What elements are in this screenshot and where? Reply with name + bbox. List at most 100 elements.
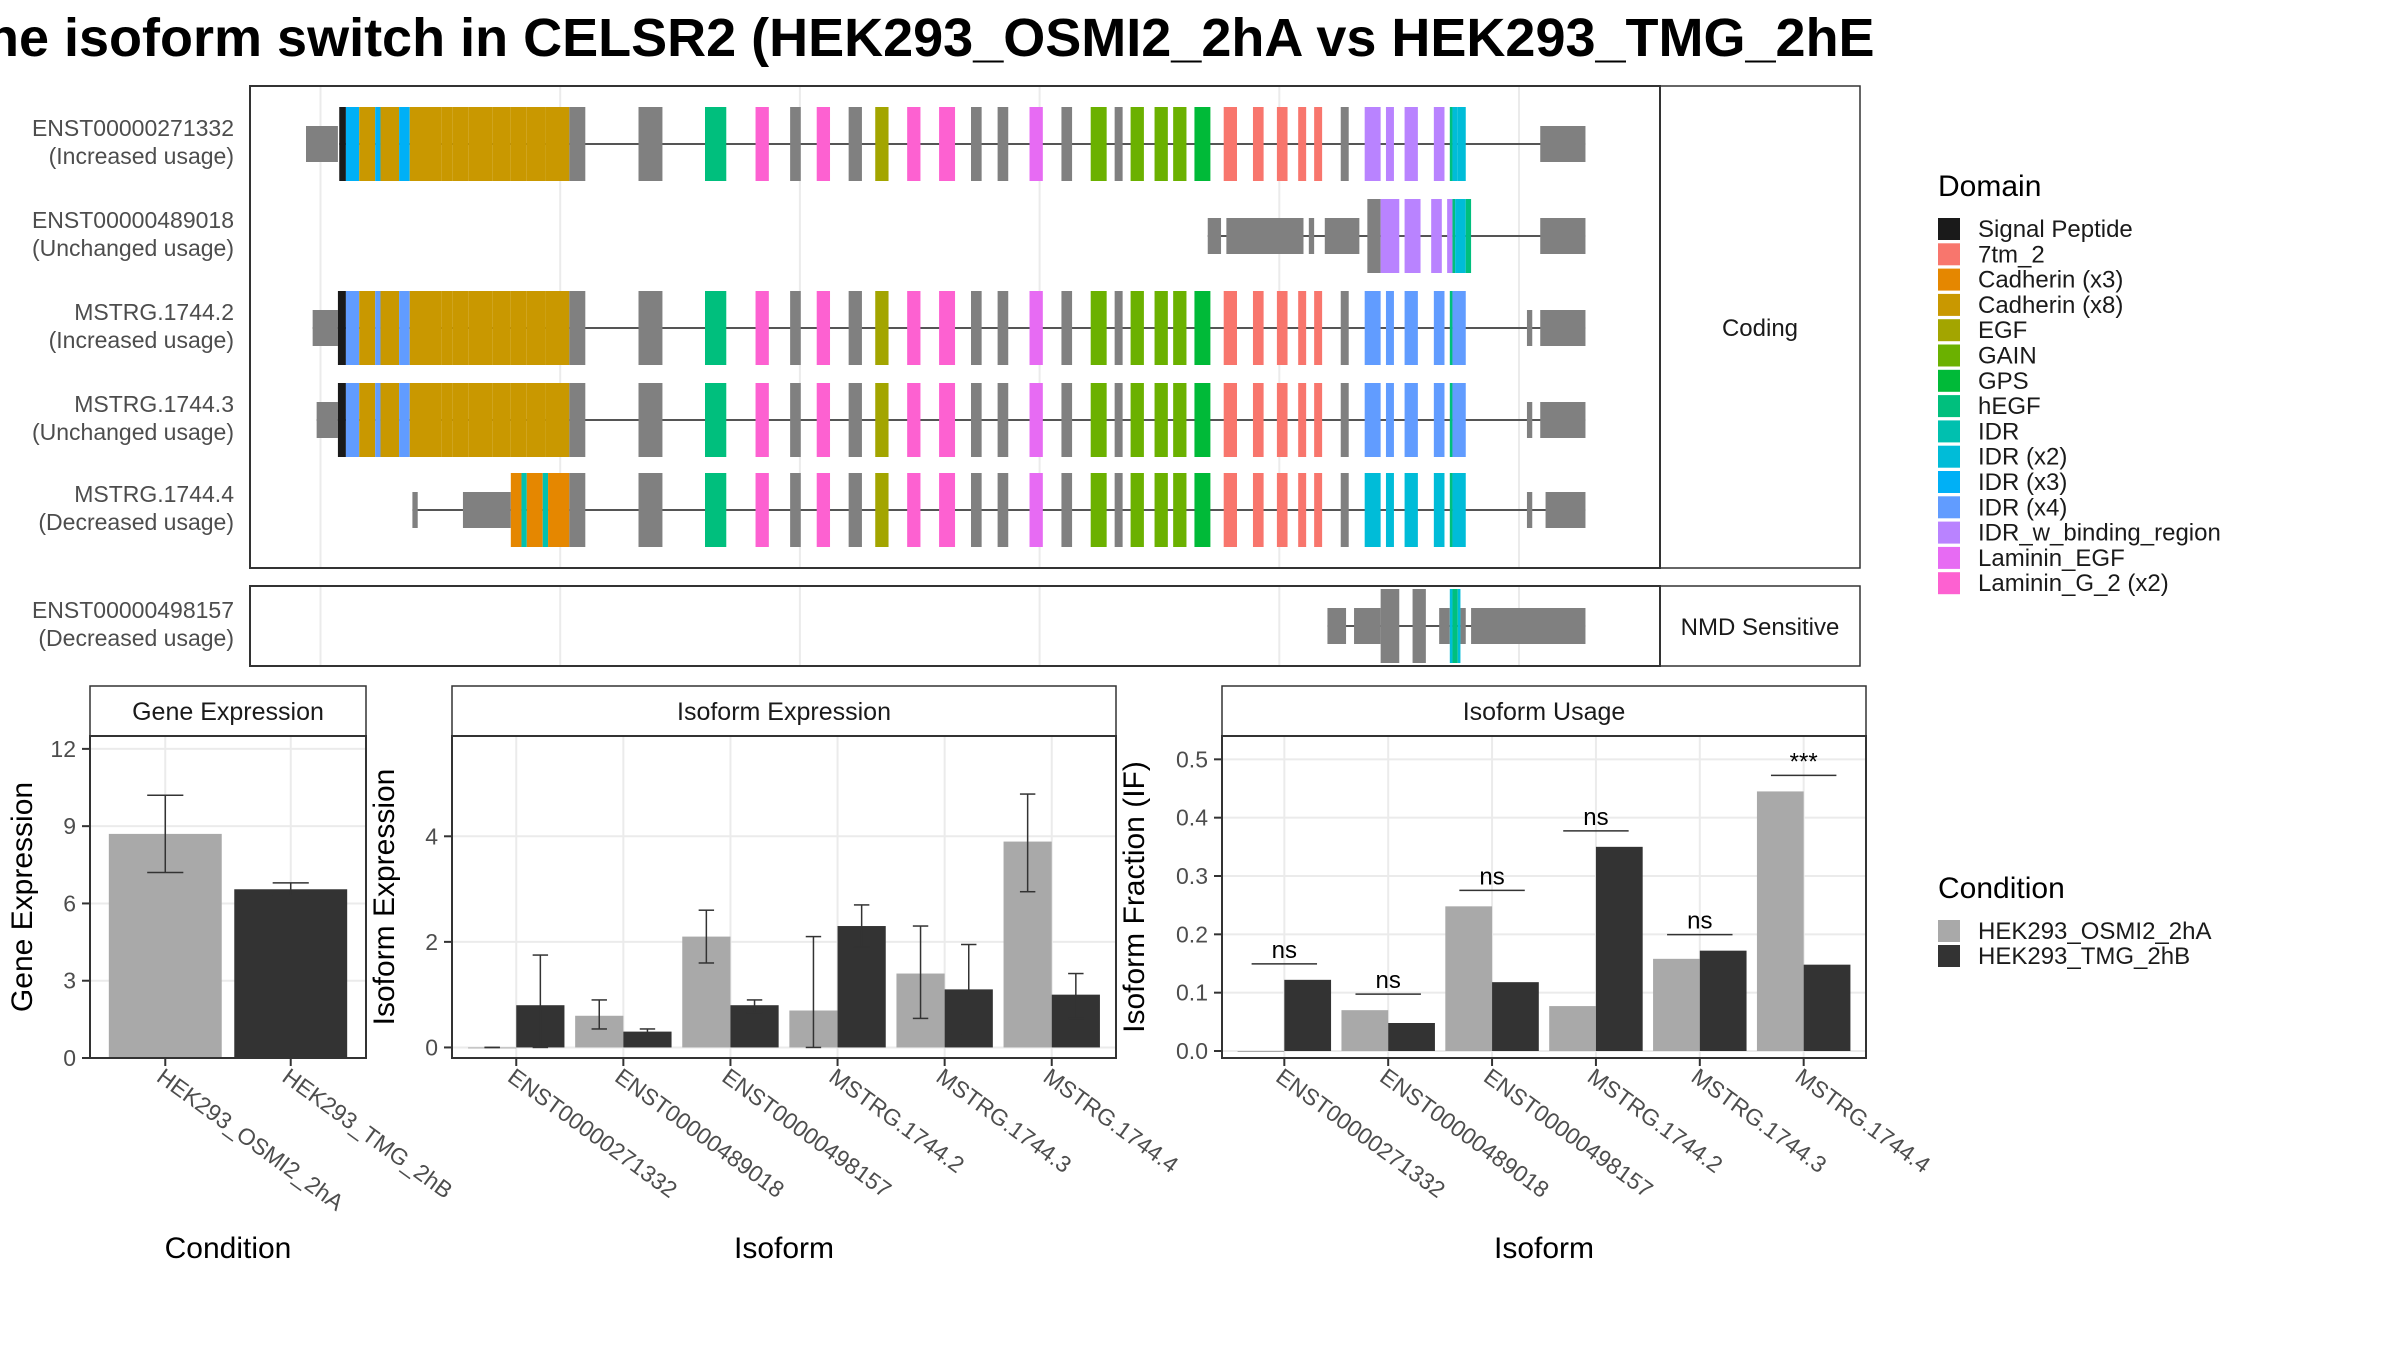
- domain-exon: [1450, 107, 1453, 181]
- domain-exon: [346, 291, 359, 365]
- domain-exon: [1194, 383, 1210, 457]
- domain-exon: [492, 383, 511, 457]
- coding-exon: [1341, 473, 1349, 547]
- coding-exon: [790, 473, 801, 547]
- chart-title: Gene Expression: [132, 698, 324, 726]
- domain-exon: [1314, 383, 1322, 457]
- figure: he isoform switch in CELSR2 (HEK293_OSMI…: [0, 0, 2400, 1350]
- y-tick-label: 9: [63, 813, 76, 839]
- domain-exon: [511, 383, 527, 457]
- domain-exon: [1386, 473, 1394, 547]
- utr-exon: [306, 126, 338, 162]
- domain-exon: [1224, 473, 1237, 547]
- x-tick-label: ENST00000498157: [1479, 1063, 1658, 1203]
- coding-exon: [639, 291, 663, 365]
- coding-exon: [1115, 291, 1123, 365]
- y-tick-label: 0.5: [1176, 746, 1208, 772]
- utr-exon: [463, 492, 511, 528]
- significance-label: ***: [1790, 748, 1818, 775]
- y-tick-label: 0.2: [1176, 921, 1208, 947]
- legend-swatch: [1938, 920, 1960, 942]
- domain-exon: [380, 291, 399, 365]
- bar: [1388, 1023, 1435, 1051]
- significance-label: ns: [1479, 863, 1504, 890]
- coding-exon: [998, 473, 1009, 547]
- domain-exon: [511, 473, 522, 547]
- coding-exon: [639, 383, 663, 457]
- utr-exon: [1471, 608, 1585, 644]
- utr-exon: [1527, 402, 1532, 438]
- domain-exon: [468, 383, 492, 457]
- domain-exon: [756, 383, 769, 457]
- domain-exon: [1253, 291, 1264, 365]
- transcript-usage: (Increased usage): [49, 327, 234, 353]
- domain-exon: [1131, 291, 1144, 365]
- coding-exon: [790, 291, 801, 365]
- domain-exon: [1173, 291, 1186, 365]
- condition-legend-title: Condition: [1938, 872, 2065, 905]
- y-tick-label: 0.1: [1176, 980, 1208, 1006]
- domain-exon: [442, 291, 453, 365]
- domain-exon: [1431, 199, 1442, 273]
- domain-exon: [545, 107, 569, 181]
- domain-exon: [1091, 107, 1107, 181]
- domain-exon: [705, 107, 726, 181]
- y-tick-label: 0: [63, 1045, 76, 1071]
- domain-exon: [875, 107, 888, 181]
- domain-exon: [399, 107, 410, 181]
- bar: [1549, 1006, 1596, 1051]
- coding-exon: [1115, 107, 1123, 181]
- legend-label: Cadherin (x3): [1978, 267, 2123, 294]
- domain-exon: [1173, 107, 1186, 181]
- domain-legend-title: Domain: [1938, 170, 2041, 203]
- domain-exon: [527, 473, 543, 547]
- domain-exon: [1455, 199, 1466, 273]
- transcript-name: ENST00000271332: [32, 115, 234, 141]
- domain-exon: [1381, 199, 1400, 273]
- utr-exon: [317, 402, 338, 438]
- domain-exon: [1173, 383, 1186, 457]
- domain-exon: [545, 383, 569, 457]
- domain-exon: [339, 107, 346, 181]
- coding-exon: [1061, 473, 1072, 547]
- x-tick-label: ENST00000489018: [1375, 1063, 1554, 1203]
- domain-exon: [1452, 199, 1455, 273]
- domain-exon: [1405, 291, 1418, 365]
- domain-exon: [1194, 107, 1210, 181]
- domain-exon: [1131, 107, 1144, 181]
- coding-exon: [1061, 383, 1072, 457]
- domain-exon: [442, 383, 453, 457]
- bar: [1341, 1010, 1388, 1051]
- bar: [234, 889, 347, 1058]
- legend-swatch: [1938, 547, 1960, 569]
- domain-exon: [375, 291, 380, 365]
- transcript-name: ENST00000489018: [32, 207, 234, 233]
- domain-exon: [527, 291, 546, 365]
- coding-exon: [790, 107, 801, 181]
- domain-exon: [1434, 473, 1445, 547]
- domain-exon: [410, 383, 442, 457]
- utr-exon: [1354, 608, 1381, 644]
- domain-exon: [548, 473, 569, 547]
- domain-exon: [492, 291, 511, 365]
- domain-exon: [1173, 473, 1186, 547]
- domain-exon: [1253, 383, 1264, 457]
- bar: [1445, 906, 1492, 1051]
- coding-exon: [971, 107, 982, 181]
- domain-exon: [875, 383, 888, 457]
- transcript-name: MSTRG.1744.2: [74, 299, 234, 325]
- legend-swatch: [1938, 243, 1960, 265]
- coding-exon: [1341, 383, 1349, 457]
- domain-exon: [359, 107, 375, 181]
- domain-exon: [1277, 383, 1288, 457]
- coding-exon: [971, 383, 982, 457]
- coding-exon: [1061, 107, 1072, 181]
- domain-exon: [410, 107, 442, 181]
- y-tick-label: 6: [63, 890, 76, 916]
- y-tick-label: 0: [425, 1034, 438, 1060]
- legend-label: IDR (x2): [1978, 444, 2067, 471]
- domain-exon: [1155, 291, 1168, 365]
- transcript-usage: (Unchanged usage): [32, 419, 234, 445]
- domain-exon: [1030, 107, 1043, 181]
- facet-strip-label: NMD Sensitive: [1681, 614, 1840, 641]
